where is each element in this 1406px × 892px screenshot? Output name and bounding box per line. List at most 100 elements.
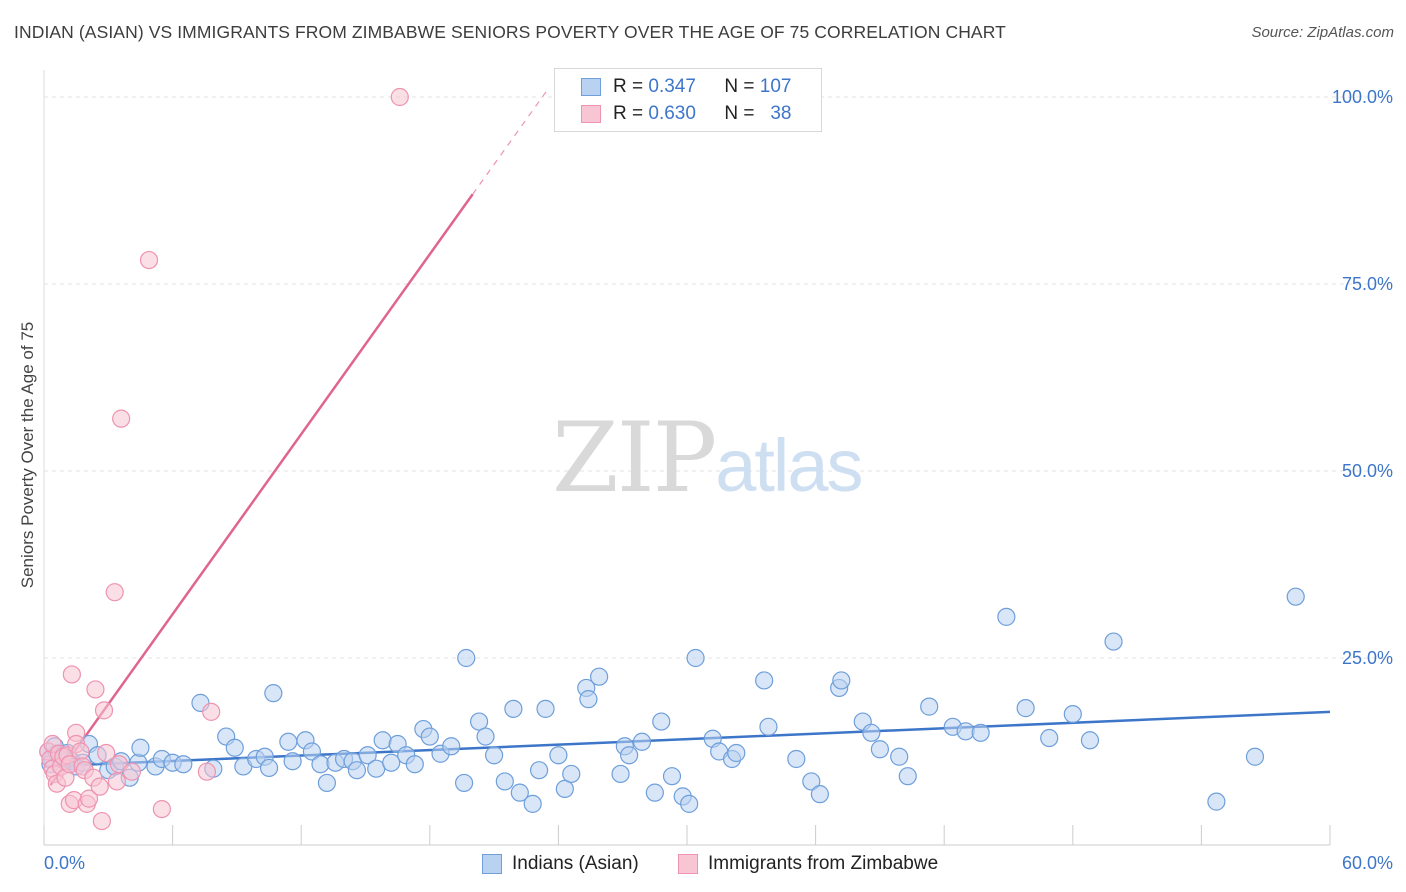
point-indians <box>283 752 302 771</box>
n-value: 107 <box>759 76 792 97</box>
watermark-zip: ZIP <box>552 402 717 514</box>
point-indians <box>317 773 337 793</box>
point-indians <box>1080 731 1100 750</box>
point-indians <box>632 732 652 751</box>
point-indians <box>1040 728 1059 748</box>
point-indians <box>485 746 504 765</box>
point-indians <box>832 671 851 690</box>
point-zimbabwe <box>90 777 109 796</box>
point-indians <box>898 767 917 786</box>
legend-item-indians[interactable]: Indians (Asian) <box>482 853 639 875</box>
axes <box>43 70 1331 846</box>
point-indians <box>870 740 890 759</box>
legend-label-zimbabwe: Immigrants from Zimbabwe <box>708 853 939 874</box>
point-indians <box>590 667 609 686</box>
point-indians <box>259 758 279 778</box>
point-indians <box>787 749 806 769</box>
point-zimbabwe <box>390 87 409 107</box>
data-points <box>39 87 1305 831</box>
point-indians <box>562 764 581 784</box>
point-indians <box>920 697 939 716</box>
watermark: ZIPatlas <box>552 402 864 514</box>
point-indians <box>279 732 298 751</box>
point-indians <box>405 755 424 774</box>
y-tick-label: 100.0% <box>1332 87 1393 107</box>
point-indians <box>611 764 630 784</box>
point-zimbabwe <box>139 250 159 270</box>
trend-line-zimbabwe-extension <box>472 89 549 195</box>
point-indians <box>890 747 909 766</box>
point-indians <box>1104 632 1123 651</box>
point-zimbabwe <box>94 701 114 720</box>
point-indians <box>469 712 489 731</box>
point-indians <box>442 737 461 756</box>
tick-labels: 100.0% 75.0% 50.0% 25.0% 0.0% 60.0% <box>44 87 1393 873</box>
point-indians <box>802 772 821 791</box>
point-indians <box>510 783 529 802</box>
point-zimbabwe <box>97 743 116 763</box>
point-indians <box>523 794 542 813</box>
point-indians <box>759 717 778 736</box>
point-indians <box>373 731 392 750</box>
point-indians <box>956 722 975 741</box>
point-indians <box>536 699 555 718</box>
gridlines <box>44 96 1390 659</box>
series-legend: Indians (Asian) Immigrants from Zimbabwe <box>0 850 1406 880</box>
point-indians <box>476 727 495 746</box>
legend-swatch-pink <box>581 105 601 123</box>
point-indians <box>549 746 568 765</box>
point-indians <box>457 648 476 668</box>
legend-swatch-pink <box>678 854 698 874</box>
legend-label-indians: Indians (Asian) <box>512 853 639 874</box>
point-indians <box>347 761 367 780</box>
point-indians <box>555 779 574 799</box>
point-zimbabwe <box>197 762 216 781</box>
legend-item-zimbabwe[interactable]: Immigrants from Zimbabwe <box>678 853 938 875</box>
point-indians <box>862 723 881 742</box>
point-zimbabwe <box>122 762 141 781</box>
point-indians <box>1286 587 1305 606</box>
legend-swatch-blue <box>581 78 601 96</box>
y-axis-label: Seniors Poverty Over the Age of 75 <box>18 321 37 589</box>
chart-title: INDIAN (ASIAN) VS IMMIGRANTS FROM ZIMBAB… <box>14 22 1006 42</box>
point-indians <box>727 743 746 763</box>
point-indians <box>686 648 705 668</box>
r-value: 0.347 <box>648 76 696 97</box>
source-label: Source: ZipAtlas.com <box>1251 24 1394 41</box>
y-tick-label: 50.0% <box>1342 461 1393 481</box>
n-value: 38 <box>770 103 792 124</box>
point-zimbabwe <box>62 665 81 684</box>
point-indians <box>264 684 283 703</box>
point-indians <box>302 742 322 761</box>
point-indians <box>1016 699 1035 718</box>
point-indians <box>504 699 523 718</box>
point-indians <box>454 773 474 793</box>
point-zimbabwe <box>202 702 221 721</box>
r-value: 0.630 <box>648 103 696 124</box>
legend-swatch-blue <box>482 854 502 874</box>
y-tick-label: 75.0% <box>1342 274 1393 294</box>
r-label: R = <box>613 103 644 124</box>
point-indians <box>620 746 639 765</box>
y-tick-label: 25.0% <box>1342 648 1393 668</box>
x-tick-label: 60.0% <box>1342 853 1393 873</box>
point-indians <box>530 761 549 780</box>
point-zimbabwe <box>112 409 131 428</box>
point-indians <box>495 772 514 791</box>
point-indians <box>971 723 990 742</box>
trend-line-zimbabwe <box>49 193 474 786</box>
point-zimbabwe <box>86 680 105 699</box>
point-zimbabwe <box>107 772 126 791</box>
correlation-legend: R = 0.347 N = 107 R = 0.630 N = 38 <box>554 68 822 132</box>
point-indians <box>579 690 598 709</box>
point-indians <box>1207 792 1226 811</box>
legend-row-indians: R = 0.347 N = 107 <box>581 75 791 99</box>
point-indians <box>358 746 377 765</box>
n-label: N = <box>724 103 755 124</box>
watermark-atlas: atlas <box>715 424 863 507</box>
x-tick-label: 0.0% <box>44 853 85 873</box>
point-indians <box>652 712 671 731</box>
point-indians <box>997 607 1016 626</box>
point-indians <box>225 738 244 757</box>
